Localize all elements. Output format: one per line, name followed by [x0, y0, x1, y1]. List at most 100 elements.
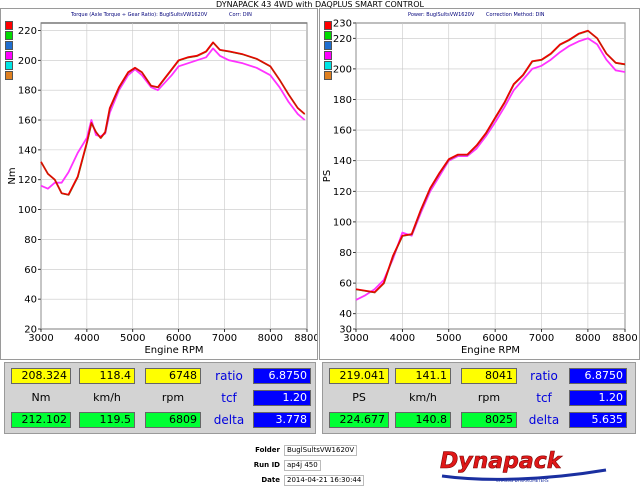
torque-tick-label-y: 180: [18, 86, 37, 97]
torque-peak-rpm: 6748: [145, 368, 201, 384]
power-tick-label-y: 180: [333, 95, 352, 106]
torque-peak-value: 208.324: [11, 368, 71, 384]
tcf-value: 1.20: [253, 390, 311, 406]
dynapack-logo: Dynapack CHASSIS DYNAMOMETERS: [436, 446, 616, 484]
torque-run2-value: 212.102: [11, 412, 71, 428]
runid-label: Run ID: [253, 461, 280, 469]
swatch-4[interactable]: [324, 51, 332, 60]
power-tick-label-y: 160: [333, 126, 352, 137]
power-run2-rpm: 8025: [461, 412, 517, 428]
delta-label: delta: [213, 413, 245, 427]
torque-tick-label-x: 5000: [120, 333, 145, 344]
run-swatches-right: [324, 21, 332, 81]
unit-ps: PS: [352, 391, 366, 404]
power-peak-value: 219.041: [329, 368, 389, 384]
unit-kmh: km/h: [409, 391, 437, 404]
torque-series-shadow: [41, 42, 306, 196]
power-chart-panel: Power: BuglSultsVW1620V Correction Metho…: [319, 8, 640, 360]
power-tick-label-x: 5000: [436, 333, 461, 344]
power-chart: 30 40 60 80 100 120 140 160 180 200 220 230 3000 4000…: [322, 19, 638, 357]
delta-label: delta: [528, 413, 560, 427]
power-tick-label-y: 200: [333, 64, 352, 75]
logo-wordmark: Dynapack: [440, 449, 563, 474]
tcf-label: tcf: [221, 391, 237, 405]
power-tick-label-x: 8000: [575, 333, 600, 344]
runid-value: ap4j 450: [284, 460, 321, 471]
torque-tick-label-x: 7000: [212, 333, 237, 344]
tcf-value: 1.20: [569, 390, 627, 406]
ratio-label: ratio: [215, 369, 243, 383]
torque-tick-label-x: 8800: [294, 333, 317, 344]
unit-rpm: rpm: [477, 391, 501, 404]
torque-subtitle-right: Corr: DIN: [229, 12, 252, 18]
power-tick-label-x: 7000: [529, 333, 554, 344]
swatch-5[interactable]: [5, 61, 13, 70]
torque-readout-table: 208.324 118.4 6748 ratio 6.8750 Nm km/h …: [4, 362, 316, 434]
torque-chart: 20 40 60 80 100 120 140 160 180 200 220 3000 4000 500…: [7, 22, 317, 356]
logo-tagline: CHASSIS DYNAMOMETERS: [496, 478, 549, 483]
power-tick-label-y: 220: [333, 34, 352, 45]
power-tick-label-x: 3000: [343, 333, 368, 344]
power-tick-label-x: 8800: [612, 333, 637, 344]
ratio-label: ratio: [530, 369, 558, 383]
power-subtitle-right: Correction Method: DIN: [486, 12, 545, 18]
delta-value: 3.778: [253, 412, 311, 428]
torque-series-line-2: [40, 47, 306, 190]
unit-nm: Nm: [31, 391, 51, 404]
power-tick-label-y: 140: [333, 156, 352, 167]
power-tick-label-y: 100: [333, 217, 352, 228]
torque-tick-label-y: 100: [18, 205, 37, 216]
swatch-3[interactable]: [5, 41, 13, 50]
power-tick-label-y: 80: [339, 248, 352, 259]
power-series-shadow: [356, 31, 626, 294]
folder-label: Folder: [255, 446, 280, 454]
torque-tick-label-y: 160: [18, 116, 37, 127]
torque-run2-rpm: 6809: [145, 412, 201, 428]
power-tick-label-y: 120: [333, 187, 352, 198]
swatch-1[interactable]: [324, 21, 332, 30]
torque-tick-label-y: 220: [18, 26, 37, 37]
swatch-3[interactable]: [324, 41, 332, 50]
power-subtitle-left: Power: BuglSultsVW1620V: [408, 12, 475, 18]
torque-plot-area: [40, 22, 308, 330]
power-tick-label-y: 230: [333, 19, 352, 30]
date-label: Date: [261, 476, 280, 484]
torque-tick-label-y: 200: [18, 56, 37, 67]
swatch-2[interactable]: [5, 31, 13, 40]
power-peak-speed: 141.1: [395, 368, 451, 384]
swatch-5[interactable]: [324, 61, 332, 70]
power-tick-label-x: 6000: [482, 333, 507, 344]
torque-peak-speed: 118.4: [79, 368, 135, 384]
swatch-6[interactable]: [324, 71, 332, 80]
ratio-value: 6.8750: [569, 368, 627, 384]
torque-tick-label-y: 140: [18, 145, 37, 156]
power-peak-rpm: 8041: [461, 368, 517, 384]
power-tick-label-x: 4000: [390, 333, 415, 344]
dynapack-logo-graphic: Dynapack CHASSIS DYNAMOMETERS: [440, 449, 607, 483]
run-swatches-left: [5, 21, 13, 81]
power-tick-label-y: 60: [339, 279, 352, 290]
torque-tick-label-x: 3000: [28, 333, 53, 344]
swatch-1[interactable]: [5, 21, 13, 30]
torque-tick-label-y: 120: [18, 175, 37, 186]
torque-tick-label-x: 6000: [166, 333, 191, 344]
torque-series-line-1: [40, 41, 306, 196]
torque-tick-label-x: 4000: [74, 333, 99, 344]
swatch-4[interactable]: [5, 51, 13, 60]
torque-tick-label-y: 40: [24, 295, 37, 306]
swatch-6[interactable]: [5, 71, 13, 80]
power-tick-label-y: 40: [339, 309, 352, 320]
swatch-2[interactable]: [324, 31, 332, 40]
torque-chart-panel: Torque (Axle Torque ÷ Gear Ratio): BuglS…: [0, 8, 318, 360]
unit-rpm: rpm: [161, 391, 185, 404]
power-run2-value: 224.677: [329, 412, 389, 428]
torque-tick-label-y: 80: [24, 235, 37, 246]
torque-y-axis-label: Nm: [7, 167, 18, 184]
torque-tick-label-y: 20: [24, 325, 37, 336]
unit-kmh: km/h: [93, 391, 121, 404]
delta-value: 5.635: [569, 412, 627, 428]
torque-run2-speed: 119.5: [79, 412, 135, 428]
power-tick-label-y: 30: [339, 325, 352, 336]
torque-subtitle-left: Torque (Axle Torque ÷ Gear Ratio): BuglS…: [71, 12, 208, 18]
torque-x-axis-label: Engine RPM: [144, 345, 203, 356]
